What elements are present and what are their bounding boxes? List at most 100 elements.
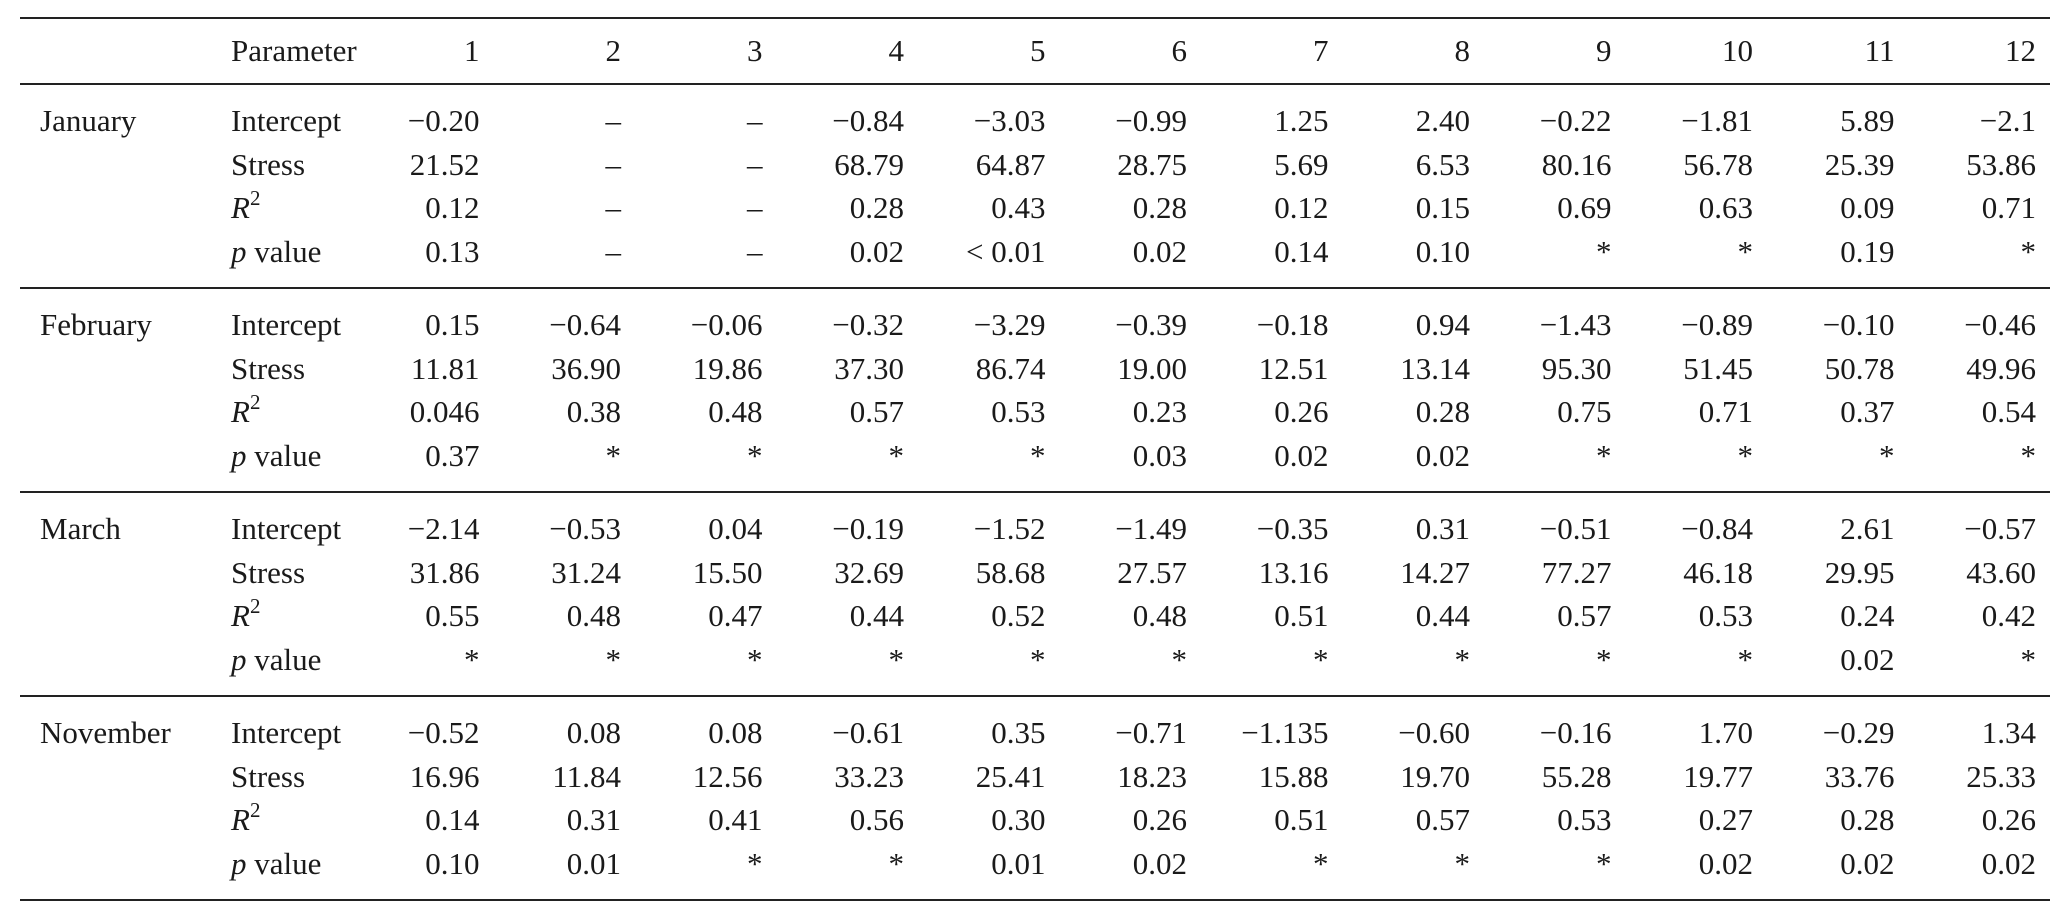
table-cell: −0.39	[1115, 307, 1187, 342]
table-cell: 1.25	[1274, 103, 1329, 138]
table-row: p value 0.37 * * * * 0.03 0.02 0.02 * * * *	[20, 433, 2050, 493]
table-cell: 0.08	[708, 715, 763, 750]
table-cell: 0.02	[1342, 433, 1484, 493]
table-cell: *	[776, 433, 918, 493]
month-empty	[20, 594, 209, 638]
table-cell: 0.28	[1840, 802, 1895, 837]
table-cell: 53.86	[1966, 146, 2036, 182]
table-cell: −0.22	[1539, 103, 1612, 138]
table-cell: −0.64	[549, 307, 621, 342]
table-cell: −1.81	[1681, 103, 1753, 138]
month-empty	[20, 433, 209, 493]
header-col-11: 11	[1767, 17, 1909, 85]
month-empty	[20, 347, 209, 391]
table-cell: 0.02	[1767, 637, 1909, 697]
table-row: Stress 21.52 – – 68.79 64.87 28.75 5.69 6.53 80.1…	[20, 143, 2050, 187]
parameter-label-intercept: Intercept	[231, 307, 342, 342]
table-cell: −0.84	[1681, 511, 1753, 546]
table-cell: 0.42	[1981, 598, 2036, 633]
table-cell: 25.41	[975, 758, 1046, 794]
table-row: p value 0.10 0.01 * * 0.01 0.02 * * * 0.02 0.02 0.02	[20, 841, 2050, 901]
table-row: R2 0.046 0.38 0.48 0.57 0.53 0.23 0.26 0.28 0.75 0…	[20, 390, 2050, 434]
parameter-label-stress: Stress	[231, 758, 306, 794]
table-cell: 5.69	[1274, 146, 1329, 182]
table-cell: 80.16	[1541, 146, 1612, 182]
table-cell: *	[1625, 637, 1767, 697]
table-cell: 0.57	[849, 394, 904, 429]
table-cell: 0.48	[708, 394, 763, 429]
table-cell: 0.52	[991, 598, 1046, 633]
table-cell: *	[635, 433, 777, 493]
table-cell: 0.12	[1274, 190, 1329, 225]
table-cell: 0.75	[1557, 394, 1612, 429]
table-cell: −2.1	[1979, 103, 2036, 138]
table-cell: 0.48	[1132, 598, 1187, 633]
table-cell: 19.70	[1400, 758, 1470, 794]
month-empty	[20, 229, 209, 289]
table-cell: 0.02	[1908, 841, 2050, 901]
table-cell: 0.30	[991, 802, 1046, 837]
table-cell: 0.44	[849, 598, 904, 633]
table-cell: 1.34	[1981, 715, 2036, 750]
table-cell: −2.14	[407, 511, 480, 546]
table-cell: 0.04	[708, 511, 763, 546]
table-cell: 12.51	[1258, 350, 1329, 386]
table-cell: 0.71	[1981, 190, 2036, 225]
header-col-1: 1	[352, 17, 494, 85]
table-cell: −0.89	[1681, 307, 1753, 342]
month-empty	[20, 637, 209, 697]
table-cell: *	[493, 637, 635, 697]
table-cell: 0.02	[1059, 229, 1201, 289]
table-cell: *	[1342, 637, 1484, 697]
p-value-word: value	[246, 845, 322, 881]
p-value-word: value	[246, 437, 322, 473]
parameter-label-stress: Stress	[231, 554, 306, 590]
table-cell: 14.27	[1400, 554, 1470, 590]
table-cell: 56.78	[1683, 146, 1753, 182]
r-exponent: 2	[249, 389, 261, 414]
r-symbol: R	[231, 190, 250, 225]
table-cell: *	[776, 841, 918, 901]
table-cell: 2.40	[1415, 103, 1470, 138]
table-cell: 0.09	[1840, 190, 1895, 225]
table-cell: 33.23	[834, 758, 904, 794]
r-exponent: 2	[249, 593, 261, 618]
table-cell: 0.31	[566, 802, 621, 837]
table-cell: 0.10	[1342, 229, 1484, 289]
table-cell: −0.29	[1822, 715, 1895, 750]
table-cell: *	[1908, 229, 2050, 289]
p-value-word: value	[246, 641, 322, 677]
table-cell: −1.135	[1241, 715, 1329, 750]
table-cell: −0.61	[832, 715, 904, 750]
header-row: Parameter 1 2 3 4 5 6 7 8 9 10 11 12	[20, 17, 2050, 85]
table-cell: 16.96	[409, 758, 480, 794]
table-cell: 0.53	[1698, 598, 1753, 633]
table-cell: 0.37	[1840, 394, 1895, 429]
table-cell: 19.77	[1683, 758, 1753, 794]
table-cell: *	[1484, 637, 1626, 697]
header-col-4: 4	[776, 17, 918, 85]
month-label: January	[40, 103, 137, 138]
header-col-8: 8	[1342, 17, 1484, 85]
table-cell: 0.08	[566, 715, 621, 750]
parameter-label-p-value: p value	[209, 229, 352, 289]
header-col-3: 3	[635, 17, 777, 85]
table-cell: < 0.01	[918, 229, 1060, 289]
table-cell: −3.03	[973, 103, 1046, 138]
month-empty	[20, 143, 209, 187]
regression-table: Parameter 1 2 3 4 5 6 7 8 9 10 11 12 Jan…	[20, 17, 2050, 901]
p-value-word: value	[246, 233, 322, 269]
table-cell: –	[747, 190, 763, 225]
parameter-label-intercept: Intercept	[231, 103, 342, 138]
table-row: Stress 11.81 36.90 19.86 37.30 86.74 19.00 12.5…	[20, 347, 2050, 391]
regression-table-container: Parameter 1 2 3 4 5 6 7 8 9 10 11 12 Jan…	[20, 17, 2050, 901]
table-cell: 1.70	[1698, 715, 1753, 750]
header-parameter: Parameter	[209, 17, 357, 85]
table-cell: *	[635, 637, 777, 697]
table-cell: −0.19	[832, 511, 904, 546]
table-cell: *	[1625, 433, 1767, 493]
table-cell: –	[605, 103, 622, 138]
table-cell: 0.046	[409, 394, 480, 429]
table-cell: 0.57	[1557, 598, 1612, 633]
table-cell: –	[635, 229, 777, 289]
